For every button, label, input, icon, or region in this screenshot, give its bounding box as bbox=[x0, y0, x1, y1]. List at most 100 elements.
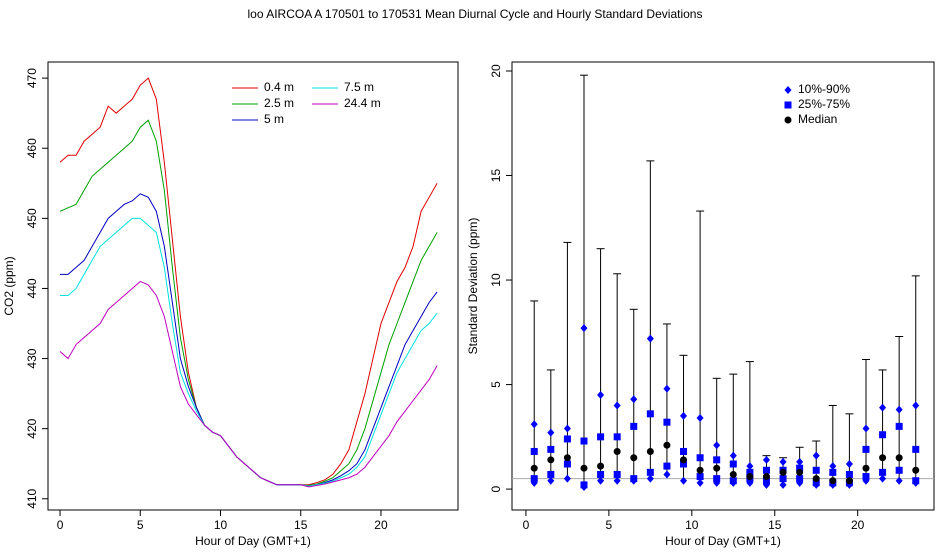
point-diamond bbox=[729, 451, 737, 460]
point-square bbox=[895, 422, 903, 430]
data-line bbox=[59, 280, 438, 488]
point-square bbox=[796, 475, 804, 483]
point-circle bbox=[530, 464, 538, 472]
x-tick-label: 5 bbox=[137, 518, 144, 532]
point-square bbox=[862, 445, 870, 453]
point-circle bbox=[746, 473, 754, 481]
y-tick-label: 440 bbox=[25, 278, 39, 298]
point-square bbox=[729, 477, 737, 485]
x-tick-label: 5 bbox=[606, 518, 613, 532]
point-square bbox=[696, 473, 704, 481]
point-square bbox=[663, 462, 671, 470]
chart-title: loo AIRCOA A 170501 to 170531 Mean Diurn… bbox=[248, 7, 703, 21]
point-diamond bbox=[563, 424, 571, 433]
x-tick-label: 15 bbox=[768, 518, 782, 532]
point-diamond bbox=[912, 401, 920, 410]
point-square bbox=[845, 470, 853, 478]
point-diamond bbox=[746, 462, 754, 471]
data-line bbox=[60, 193, 438, 487]
x-tick-label: 0 bbox=[523, 518, 530, 532]
x-tick-label: 15 bbox=[294, 518, 308, 532]
point-square bbox=[646, 410, 654, 418]
point-circle bbox=[696, 466, 704, 474]
point-square bbox=[563, 460, 571, 468]
point-square bbox=[646, 468, 654, 476]
point-square bbox=[812, 466, 820, 474]
point-diamond bbox=[879, 474, 887, 483]
point-diamond bbox=[547, 476, 555, 485]
point-circle bbox=[630, 454, 638, 462]
point-square bbox=[613, 470, 621, 478]
point-diamond bbox=[613, 476, 621, 485]
point-square bbox=[796, 464, 804, 472]
point-square bbox=[663, 418, 671, 426]
point-square bbox=[912, 477, 920, 485]
legend-label: 10%-90% bbox=[798, 82, 850, 96]
x-tick-label: 0 bbox=[57, 518, 64, 532]
y-tick-label: 15 bbox=[489, 169, 503, 183]
point-circle bbox=[563, 454, 571, 462]
point-square bbox=[829, 468, 837, 476]
point-diamond bbox=[646, 474, 654, 483]
legend-label: Median bbox=[798, 112, 837, 126]
point-square bbox=[729, 460, 737, 468]
x-tick-label: 20 bbox=[851, 518, 865, 532]
point-diamond bbox=[845, 460, 853, 469]
legend-label: 5 m bbox=[264, 112, 284, 126]
point-circle bbox=[762, 473, 770, 481]
point-square bbox=[713, 456, 721, 464]
point-square bbox=[912, 445, 920, 453]
point-circle bbox=[597, 462, 605, 470]
point-circle bbox=[729, 470, 737, 478]
x-tick-label: 20 bbox=[374, 518, 388, 532]
point-diamond bbox=[879, 403, 887, 412]
legend-label: 7.5 m bbox=[344, 80, 374, 94]
point-circle bbox=[646, 447, 654, 455]
point-diamond bbox=[796, 457, 804, 466]
point-circle bbox=[879, 454, 887, 462]
point-circle bbox=[580, 464, 588, 472]
y-axis-label: CO2 (ppm) bbox=[2, 256, 16, 315]
point-diamond bbox=[779, 480, 787, 489]
y-tick-label: 5 bbox=[489, 381, 503, 388]
point-circle bbox=[862, 464, 870, 472]
point-square bbox=[630, 475, 638, 483]
point-diamond bbox=[680, 476, 688, 485]
point-circle bbox=[812, 475, 820, 483]
point-square bbox=[879, 431, 887, 439]
point-diamond bbox=[547, 428, 555, 437]
point-square bbox=[613, 433, 621, 441]
point-diamond bbox=[696, 478, 704, 487]
point-square bbox=[597, 470, 605, 478]
point-square bbox=[680, 447, 688, 455]
point-diamond bbox=[530, 420, 538, 429]
point-square bbox=[879, 468, 887, 476]
point-diamond bbox=[663, 470, 671, 479]
legend-marker bbox=[784, 86, 792, 94]
point-circle bbox=[845, 477, 853, 485]
x-axis-label: Hour of Day (GMT+1) bbox=[665, 534, 781, 548]
y-tick-label: 460 bbox=[25, 138, 39, 158]
point-square bbox=[713, 475, 721, 483]
point-diamond bbox=[646, 334, 654, 343]
point-square bbox=[762, 466, 770, 474]
y-tick-label: 420 bbox=[25, 418, 39, 438]
point-diamond bbox=[762, 455, 770, 464]
point-square bbox=[779, 475, 787, 483]
data-line bbox=[59, 77, 438, 486]
y-tick-label: 470 bbox=[25, 68, 39, 88]
point-diamond bbox=[779, 457, 787, 466]
point-square bbox=[547, 445, 555, 453]
point-circle bbox=[613, 447, 621, 455]
data-line bbox=[59, 119, 438, 486]
y-tick-label: 430 bbox=[25, 348, 39, 368]
y-tick-label: 10 bbox=[489, 273, 503, 287]
point-diamond bbox=[812, 451, 820, 460]
point-diamond bbox=[597, 476, 605, 485]
point-square bbox=[746, 468, 754, 476]
legend-marker bbox=[784, 116, 792, 124]
point-square bbox=[680, 460, 688, 468]
point-square bbox=[630, 422, 638, 430]
